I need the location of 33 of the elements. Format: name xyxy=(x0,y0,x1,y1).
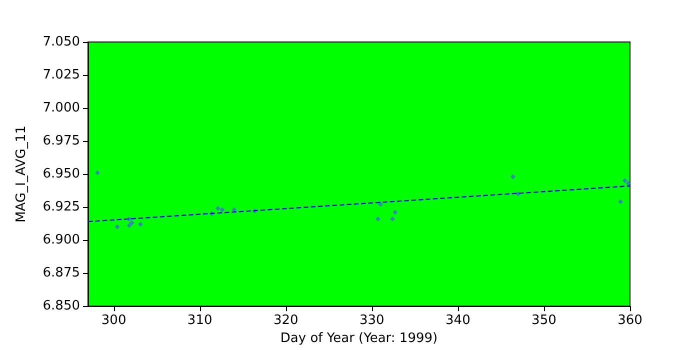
x-tick-label: 300 xyxy=(101,313,126,328)
point xyxy=(375,216,380,222)
x-tick-label: 350 xyxy=(532,313,556,328)
point xyxy=(392,210,398,215)
point xyxy=(622,178,628,184)
point xyxy=(390,216,396,222)
y-tick-label: 7.000 xyxy=(42,100,80,116)
y-tick-label: 6.925 xyxy=(42,200,80,215)
y-tick-label: 6.875 xyxy=(42,266,80,281)
point xyxy=(378,202,384,207)
y-tick-label: 6.950 xyxy=(42,166,80,182)
y-tick-label: 7.025 xyxy=(42,68,80,83)
x-tick-label: 320 xyxy=(273,313,298,328)
x-tick-label: 330 xyxy=(359,313,384,328)
point xyxy=(94,170,100,176)
x-tick-label: 310 xyxy=(187,313,212,328)
y-tick-label: 7.050 xyxy=(42,34,80,50)
point xyxy=(618,199,624,204)
y-tick-label: 6.975 xyxy=(42,134,80,149)
y-tick-label: 6.850 xyxy=(42,298,80,314)
point xyxy=(220,207,225,212)
point xyxy=(138,222,143,227)
point xyxy=(114,224,120,230)
x-tick-label: 360 xyxy=(618,313,642,328)
point xyxy=(626,180,631,186)
point xyxy=(510,174,516,180)
x-axis-title: Day of Year (Year: 1999) xyxy=(280,331,438,346)
x-tick-label: 340 xyxy=(446,313,470,328)
y-tick-label: 6.900 xyxy=(42,232,80,248)
y-axis-title: MAG_I_AVG_11 xyxy=(14,126,29,222)
point xyxy=(129,220,134,226)
point xyxy=(126,223,132,228)
point xyxy=(215,206,220,211)
